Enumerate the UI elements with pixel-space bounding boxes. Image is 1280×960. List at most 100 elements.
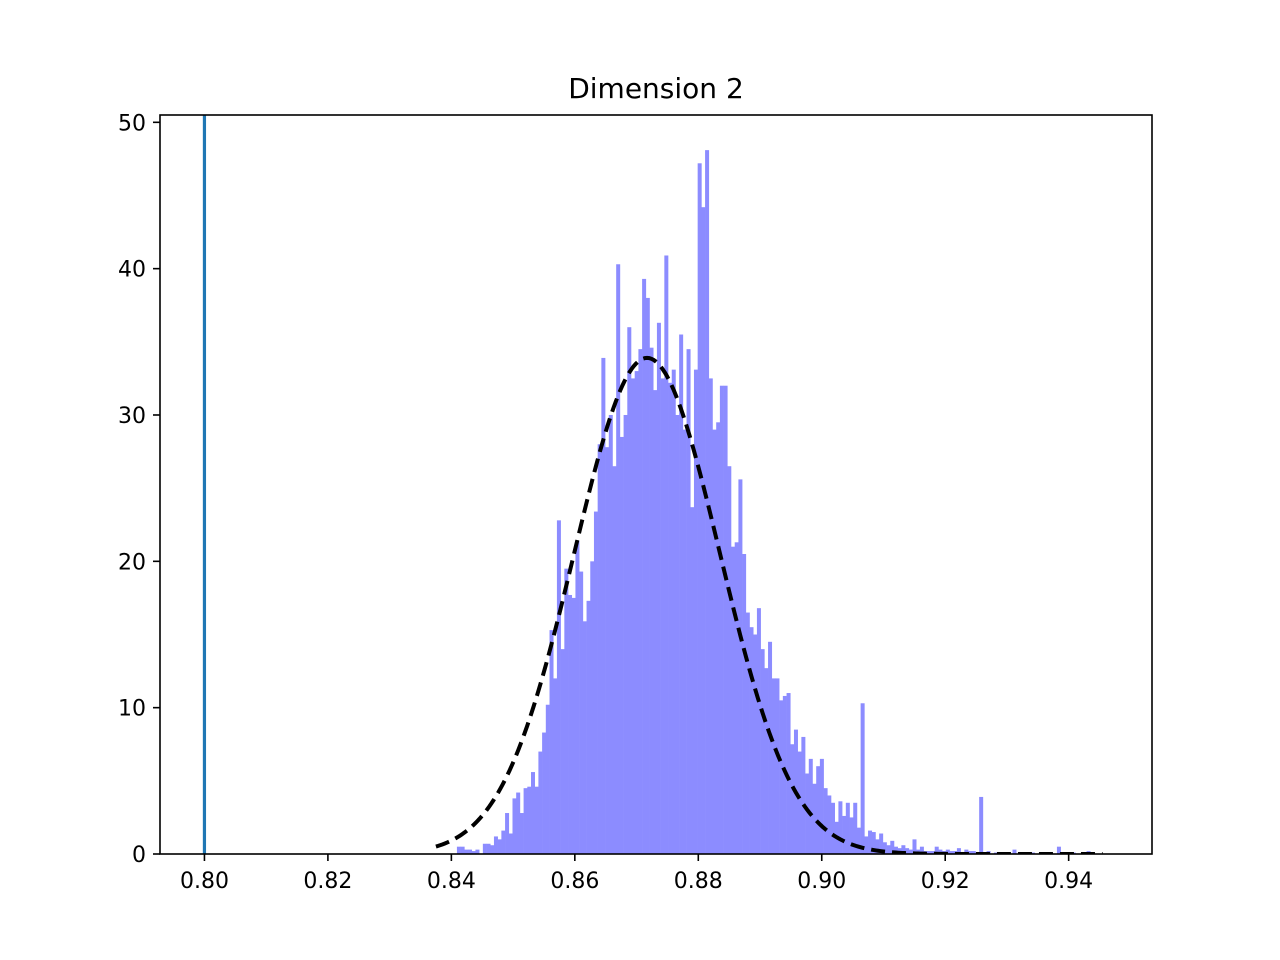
histogram-bar [468,849,473,854]
histogram-bar [653,390,658,854]
histogram-bar [538,751,543,854]
histogram-bar [882,842,887,854]
histogram-bar [553,678,558,854]
histogram-bar [512,798,517,854]
histogram-bar [519,813,524,854]
histogram-bar [523,788,528,854]
x-tick-label: 0.86 [550,869,599,894]
plot-area [202,115,1103,854]
histogram-bar [712,429,717,854]
axes-frame [159,114,1153,855]
histogram-bar [675,414,680,854]
histogram-bar [742,554,747,854]
histogram-bar [631,378,635,854]
histogram-bar [486,843,491,854]
histogram-bar [723,385,728,854]
histogram-bar [864,836,869,854]
histogram-bar [516,792,521,854]
histogram-bar [656,322,661,854]
histogram-bar [575,540,580,854]
histogram-bar [527,786,532,854]
histogram-bar [753,634,758,854]
histogram-bar [664,255,669,854]
histogram-bar [568,594,573,854]
y-tick-label: 50 [118,111,146,136]
histogram-bar [838,801,843,854]
histogram-bar [668,382,673,854]
y-tick-label: 30 [118,404,146,429]
histogram-bar [879,833,884,854]
histogram-bar [868,830,873,854]
x-tick-label: 0.94 [1044,869,1093,894]
histogram-bar [582,621,587,854]
histogram-bar [808,758,813,854]
histogram-bar [823,788,828,854]
histogram-bar [571,597,576,854]
histogram-bar [456,846,461,854]
histogram-bar [912,839,917,854]
histogram-bar [875,839,880,854]
histogram-bar [919,846,924,854]
histogram-bar [508,833,513,854]
histogram-bar [579,571,584,854]
histogram-bar [816,766,821,854]
histogram-bar [971,851,976,854]
histogram-bar [749,627,754,854]
histogram-bar [727,466,732,854]
histogram-bar [531,772,535,854]
x-tick-label: 0.90 [797,869,846,894]
histogram-bar [593,511,598,854]
histogram-bar [464,849,469,854]
histogram-bar [716,422,721,854]
histogram-bar [534,786,539,854]
histogram-bar [705,150,710,854]
histogram-bar [497,839,502,854]
histogram-bar [901,845,906,854]
histogram-bar [1056,846,1061,854]
histogram-bar [945,849,950,854]
histogram-bar [708,378,713,854]
histogram-bar [590,561,595,854]
histogram-bar [697,163,702,854]
histogram-bar [1012,849,1017,854]
histogram-bar [686,349,691,854]
histogram-bar [505,813,510,854]
histogram-bar [605,447,610,854]
histogram-bar [701,207,706,854]
histogram-bar [649,347,654,854]
histogram-bar [734,542,739,854]
histogram-bar [612,466,617,854]
histogram-bar [764,668,769,854]
histogram-bar [671,369,676,854]
histogram-bar [682,429,687,854]
y-tick-label: 10 [118,697,146,722]
histogram-bar [979,796,984,854]
histogram-bar [693,369,698,854]
histogram-bar [616,264,621,854]
histogram-bar [934,846,939,854]
histogram-bar [797,751,802,854]
x-tick-label: 0.82 [303,869,352,894]
histogram-bar [893,846,898,854]
histogram-bar [560,649,565,854]
x-axis: 0.80 0.82 0.84 0.86 0.88 0.90 0.92 0.94 [180,854,1093,894]
histogram-bar [905,848,910,854]
histogram-bar [831,802,835,854]
histogram-bar [549,630,554,854]
chart-title: Dimension 2 [568,72,744,105]
y-tick-label: 0 [132,843,146,868]
histogram-bar [482,843,487,854]
histogram-bar [845,802,850,854]
histogram-bar [690,507,695,854]
histogram-bar [542,732,547,854]
histogram-bar [890,840,895,854]
histogram-bar [956,848,961,854]
x-tick-label: 0.92 [921,869,970,894]
histogram-bar [849,817,854,854]
histogram-bar [756,608,761,854]
y-axis: 0 10 20 30 40 50 [118,111,160,868]
histogram-bar [801,736,806,854]
histogram-bar [642,278,647,854]
histogram-bar [775,678,780,854]
histogram-bar [493,836,498,854]
